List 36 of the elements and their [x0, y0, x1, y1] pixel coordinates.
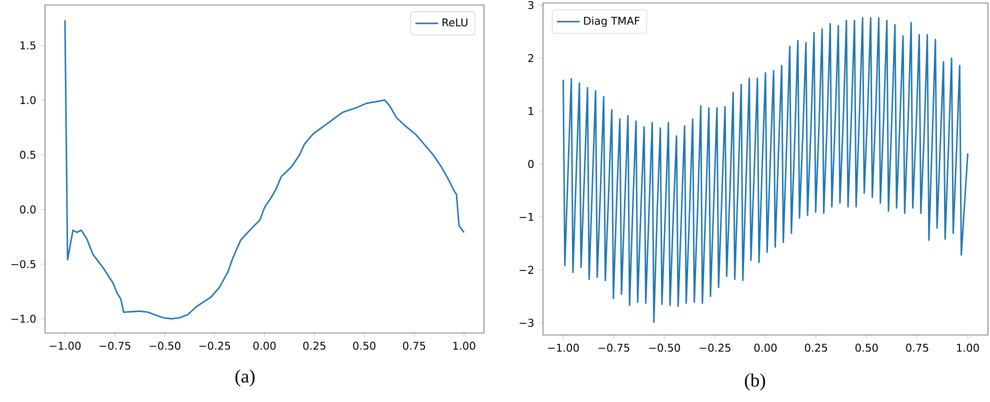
y-tick-label: 0.0 — [20, 205, 36, 214]
text: (b) — [744, 374, 766, 390]
y-tick-label: 0 — [528, 160, 534, 168]
x-tick-label: 0.50 — [353, 342, 376, 350]
x-tick-label: −0.25 — [700, 344, 730, 352]
legend-label: Diag TMAF — [584, 16, 640, 27]
x-tick-label: 0.75 — [906, 344, 928, 352]
y-tick-label: −0.5 — [12, 260, 36, 268]
y-tick-label: −2 — [520, 266, 534, 274]
legend-label: ReLU — [442, 18, 468, 26]
y-tick-label: 0.5 — [20, 150, 36, 159]
y-tick-label: −3 — [520, 318, 534, 327]
y-tick-label: −1 — [520, 213, 534, 221]
x-tick-label: 0.25 — [303, 342, 326, 350]
x-tick-label: 1.00 — [453, 342, 476, 350]
line-series — [562, 17, 968, 324]
x-tick-label: −1.00 — [50, 342, 81, 350]
x-tick-label: 0.75 — [403, 342, 426, 350]
x-tick-label: 0.00 — [754, 344, 777, 352]
x-tick-label: −0.25 — [199, 342, 230, 350]
x-tick-label: −0.75 — [100, 342, 130, 350]
x-tick-label: −0.50 — [649, 344, 680, 352]
x-tick-label: −0.75 — [598, 344, 630, 352]
y-tick-label: 1 — [528, 107, 534, 115]
y-tick-label: −1.0 — [12, 314, 36, 323]
text: (a) — [235, 370, 255, 386]
x-tick-label: −0.50 — [150, 342, 180, 350]
x-tick-label: 0.25 — [804, 344, 828, 352]
x-tick-label: −1.00 — [548, 344, 579, 352]
x-tick-label: 0.50 — [855, 344, 878, 352]
y-tick-label: 3 — [528, 1, 534, 10]
x-tick-label: 1.00 — [957, 344, 979, 352]
y-tick-label: 2 — [528, 54, 534, 62]
x-tick-label: 0.00 — [253, 342, 276, 350]
y-tick-label: 1.0 — [20, 96, 36, 104]
y-tick-label: 1.5 — [20, 41, 36, 50]
